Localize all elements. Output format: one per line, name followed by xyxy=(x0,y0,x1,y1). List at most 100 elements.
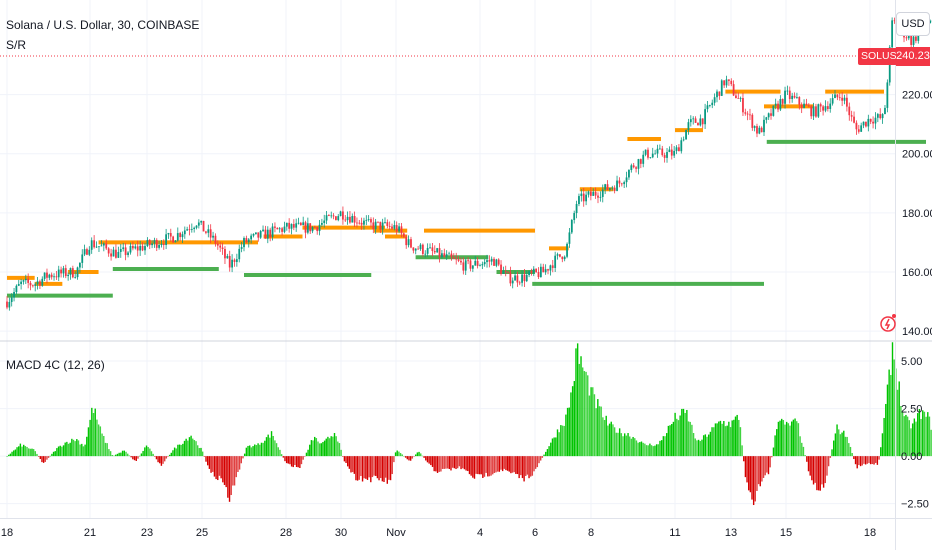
price-axis[interactable]: 140.00 160.00 180.00 200.00 220.00 xyxy=(902,90,932,339)
candle-body xyxy=(810,106,813,117)
macd-bar xyxy=(729,427,732,457)
macd-bar xyxy=(748,456,750,491)
candle-body xyxy=(22,280,25,282)
candle-body xyxy=(445,254,448,257)
candle-body xyxy=(216,243,219,246)
macd-bar xyxy=(381,456,384,482)
macd-bar xyxy=(739,427,742,457)
currency-button[interactable]: USD xyxy=(896,12,930,36)
macd-bar xyxy=(355,456,357,481)
candle-body xyxy=(597,195,599,198)
macd-bar xyxy=(516,456,519,475)
macd-bar xyxy=(864,456,867,465)
macd-bar xyxy=(635,440,638,457)
macd-bar xyxy=(553,437,555,457)
macd-bar xyxy=(767,456,770,475)
macd-bar xyxy=(515,456,517,474)
candle-body xyxy=(202,220,205,232)
candle-body xyxy=(69,268,72,275)
candle-body xyxy=(233,259,236,262)
macd-bar xyxy=(66,441,68,457)
time-axis[interactable]: 18 21 23 25 28 30 Nov 4 6 8 11 13 15 18 xyxy=(1,527,876,539)
candle-body xyxy=(318,224,321,232)
macd-bar xyxy=(603,419,606,457)
macd-bar xyxy=(378,456,380,481)
macd-bar xyxy=(325,438,327,457)
candle-body xyxy=(464,260,467,271)
macd-bar xyxy=(438,456,440,472)
candle-body xyxy=(518,282,521,284)
candle-body xyxy=(551,265,554,268)
macd-bar xyxy=(376,456,379,479)
macd-bar xyxy=(386,456,388,484)
candle-body xyxy=(6,301,8,308)
macd-bar xyxy=(157,456,159,463)
macd-bar xyxy=(908,420,910,457)
macd-bar xyxy=(536,456,539,468)
macd-bar xyxy=(225,456,227,488)
candle-body xyxy=(181,234,184,238)
candle-body xyxy=(575,204,578,214)
candle-body xyxy=(405,236,408,246)
candle-body xyxy=(884,107,886,115)
candle-body xyxy=(240,247,243,249)
candle-body xyxy=(335,216,337,221)
macd-axis[interactable]: 5.00 2.50 0.00 −2.50 xyxy=(901,356,929,511)
candle-body xyxy=(351,216,354,223)
macd-bar xyxy=(322,441,324,457)
candle-body xyxy=(819,104,822,107)
candle-body xyxy=(784,90,786,104)
candle-body xyxy=(255,232,257,234)
candle-body xyxy=(606,184,609,190)
macd-bar xyxy=(637,442,639,457)
macd-bar xyxy=(873,456,875,465)
macd-bar xyxy=(848,443,850,457)
candle-body xyxy=(283,226,286,232)
macd-bar xyxy=(37,456,40,457)
macd-bar xyxy=(561,425,564,457)
macd-bar xyxy=(222,456,224,483)
macd-bar xyxy=(565,414,567,457)
macd-bar xyxy=(178,444,181,457)
candle-body xyxy=(13,292,15,298)
candle-body xyxy=(563,256,566,260)
candle-body xyxy=(323,220,326,224)
candle-body xyxy=(578,196,580,205)
macd-bar xyxy=(664,436,666,457)
macd-bar xyxy=(713,427,715,457)
macd-bar xyxy=(612,424,614,457)
macd-indicator-label[interactable]: MACD 4C (12, 26) xyxy=(6,358,105,372)
macd-bar xyxy=(133,456,136,461)
macd-bar xyxy=(440,456,442,472)
macd-bar xyxy=(706,436,708,457)
time-tick-label: 4 xyxy=(477,527,483,539)
candle-body xyxy=(793,95,796,98)
candle-body xyxy=(346,216,349,221)
macd-bar xyxy=(280,454,283,457)
candle-body xyxy=(495,259,498,266)
macd-bar xyxy=(796,421,798,457)
candle-body xyxy=(207,229,210,233)
macd-bar xyxy=(338,443,341,457)
macd-bar xyxy=(853,456,855,460)
macd-bar xyxy=(861,456,863,466)
macd-bar xyxy=(358,456,360,480)
candle-body xyxy=(162,243,165,246)
macd-bar xyxy=(718,421,720,457)
candle-body xyxy=(670,149,673,156)
candle-body xyxy=(134,246,137,249)
lightning-icon[interactable] xyxy=(880,312,898,334)
candle-body xyxy=(758,127,761,134)
macd-bar xyxy=(824,456,826,484)
candle-body xyxy=(718,91,721,96)
macd-bar xyxy=(766,456,768,473)
macd-bar xyxy=(814,456,816,483)
sr-indicator-label[interactable]: S/R xyxy=(6,38,27,52)
candle-body xyxy=(433,251,436,253)
macd-bar xyxy=(208,456,211,469)
macd-bar xyxy=(841,432,843,457)
candle-body xyxy=(337,216,340,221)
candle-body xyxy=(843,97,846,101)
candle-body xyxy=(214,235,217,244)
